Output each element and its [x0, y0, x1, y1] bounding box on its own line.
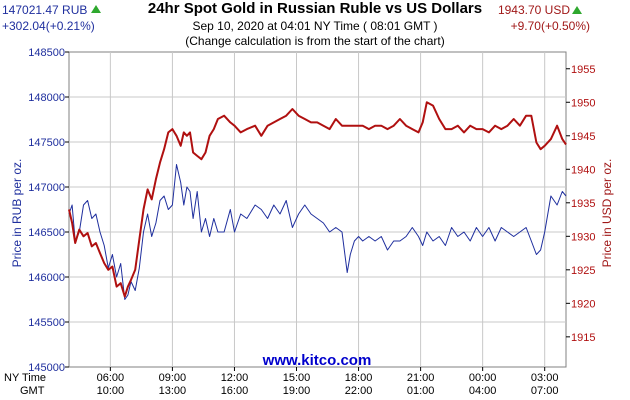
- right-tick-label: 1935: [571, 198, 595, 210]
- usd-price: 1943.70 USD: [498, 3, 570, 17]
- x-tick-label-gmt: 13:00: [159, 385, 187, 397]
- green-up-triangle-icon: [91, 5, 102, 13]
- usd-change: +9.70(+0.50%): [510, 19, 590, 33]
- plot-area: [68, 51, 567, 368]
- left-tick-label: 147500: [28, 137, 65, 149]
- ny-time-label: NY Time: [4, 372, 46, 384]
- left-axis: 148500 148000 147500 147000 146500 146000 1455…: [28, 47, 69, 374]
- x-tick-label-ny: 15:00: [283, 372, 311, 384]
- right-tick-label: 1940: [571, 164, 595, 176]
- y-axis-label-left: Price in RUB per oz.: [10, 159, 24, 268]
- right-tick-label: 1955: [571, 64, 595, 76]
- date-line: Sep 10, 2020 at 04:01 NY Time ( 08:01 GM…: [192, 19, 438, 33]
- right-tick-label: 1950: [571, 97, 595, 109]
- right-tick-label: 1915: [571, 332, 595, 344]
- x-tick-label-ny: 06:00: [97, 372, 125, 384]
- gmt-label: GMT: [20, 385, 45, 397]
- usd-series-line: [68, 101, 567, 298]
- rub-change: +302.04(+0.21%): [2, 19, 95, 33]
- x-tick-label-ny: 18:00: [345, 372, 373, 384]
- grid-lines: [69, 52, 566, 367]
- series-lines: [68, 101, 567, 300]
- x-tick-label-gmt: 07:00: [531, 385, 559, 397]
- x-tick-label-gmt: 04:00: [469, 385, 497, 397]
- left-tick-label: 148500: [28, 47, 65, 59]
- right-tick-label: 1930: [571, 231, 595, 243]
- rub-series-line: [68, 164, 567, 300]
- left-tick-label: 146000: [28, 272, 65, 284]
- change-note: (Change calculation is from the start of…: [185, 34, 445, 48]
- y-axis-label-right: Price in USD per oz.: [600, 159, 614, 268]
- left-tick-label: 145000: [28, 362, 65, 374]
- chart-title: 24hr Spot Gold in Russian Ruble vs US Do…: [147, 0, 483, 17]
- x-tick-label-ny: 00:00: [469, 372, 497, 384]
- x-tick-label-gmt: 10:00: [97, 385, 125, 397]
- left-tick-label: 148000: [28, 92, 65, 104]
- left-tick-label: 145500: [28, 317, 65, 329]
- x-tick-label-gmt: 22:00: [345, 385, 373, 397]
- usd-price-value: 1943.70 USD: [497, 3, 570, 17]
- x-tick-label-ny: 09:00: [159, 372, 187, 384]
- watermark: www.kitco.com: [262, 352, 372, 369]
- right-tick-label: 1945: [571, 131, 595, 143]
- x-tick-label-ny: 03:00: [531, 372, 559, 384]
- left-tick-label: 146500: [28, 227, 65, 239]
- x-tick-label-ny: 21:00: [407, 372, 435, 384]
- x-tick-label-gmt: 16:00: [221, 385, 249, 397]
- left-tick-label: 147000: [28, 182, 65, 194]
- x-tick-label-gmt: 19:00: [283, 385, 311, 397]
- right-tick-label: 1920: [571, 298, 595, 310]
- right-tick-label: 1925: [571, 265, 595, 277]
- x-tick-label-ny: 12:00: [221, 372, 249, 384]
- x-tick-label-gmt: 01:00: [407, 385, 435, 397]
- rub-price: 147021.47 RUB: [2, 3, 102, 17]
- green-up-triangle-icon: [572, 6, 582, 14]
- rub-price-value: 147021.47 RUB: [2, 3, 88, 17]
- right-axis: 1955 1950 1945 1940 1935 1930 1925 1920 1915: [566, 64, 595, 344]
